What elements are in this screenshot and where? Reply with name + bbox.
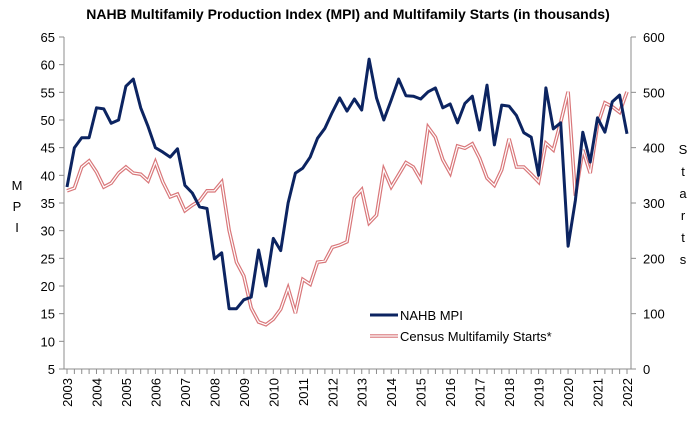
x-axis-tick-label: 2006 <box>148 378 163 407</box>
right-axis-tick-label: 500 <box>643 85 665 100</box>
right-y-axis: 0 100 200 300 400 500 600 <box>630 30 665 377</box>
right-axis-title: Starts <box>679 142 688 267</box>
right-axis-title-letter: S <box>679 142 688 157</box>
right-axis-tick-label: 300 <box>643 196 665 211</box>
left-axis-title-letter: M <box>12 178 23 193</box>
x-axis-tick-label: 2018 <box>502 378 517 407</box>
x-axis-tick-label: 2010 <box>266 378 281 407</box>
x-axis-tick-label: 2020 <box>561 378 576 407</box>
right-axis-tick-label: 400 <box>643 141 665 156</box>
left-axis-title: M P I <box>12 178 23 235</box>
left-axis-tick-label: 25 <box>41 251 55 266</box>
census-starts-line-inner <box>66 91 628 326</box>
left-axis-title-letter: P <box>13 199 22 214</box>
right-axis-title-letter: t <box>681 230 685 245</box>
legend-item-mpi: NAHB MPI <box>370 308 463 323</box>
left-axis-tick-label: 20 <box>41 279 55 294</box>
x-axis-tick-label: 2011 <box>296 378 311 406</box>
left-axis-tick-label: 50 <box>41 113 55 128</box>
x-axis-tick-label: 2009 <box>237 378 252 407</box>
series-census-starts <box>66 91 629 327</box>
right-axis-tick-label: 200 <box>643 251 665 266</box>
x-axis-tick-label: 2005 <box>119 378 134 407</box>
x-axis: 2003 2004 2005 2006 2007 2008 2009 2010 2011 2012… <box>60 368 635 407</box>
left-y-axis: 5 10 15 20 25 30 35 40 45 50 55 60 65 <box>41 30 65 377</box>
left-axis-tick-label: 10 <box>41 334 55 349</box>
chart-title: NAHB Multifamily Production Index (MPI) … <box>86 6 609 22</box>
left-axis-tick-label: 30 <box>41 224 55 239</box>
x-axis-tick-label: 2017 <box>473 378 488 407</box>
left-axis-tick-label: 55 <box>41 85 55 100</box>
x-axis-tick-label: 2013 <box>355 378 370 407</box>
left-axis-tick-label: 5 <box>48 362 55 377</box>
legend-label-starts: Census Multifamily Starts* <box>400 329 552 344</box>
legend-item-starts: Census Multifamily Starts* <box>370 329 552 344</box>
x-axis-tick-label: 2008 <box>207 378 222 407</box>
left-axis-tick-label: 40 <box>41 168 55 183</box>
right-axis-tick-label: 0 <box>643 362 650 377</box>
nahb-mpi-line <box>65 57 629 311</box>
series-nahb-mpi <box>65 57 629 311</box>
legend-label-mpi: NAHB MPI <box>400 308 463 323</box>
left-axis-title-letter: I <box>15 220 19 235</box>
right-axis-title-letter: t <box>681 164 685 179</box>
x-axis-tick-label: 2003 <box>60 378 75 407</box>
left-axis-tick-label: 45 <box>41 141 55 156</box>
x-axis-tick-label: 2016 <box>443 378 458 407</box>
left-axis-tick-label: 35 <box>41 196 55 211</box>
left-axis-tick-label: 60 <box>41 58 55 73</box>
x-axis-tick-label: 2004 <box>89 378 104 407</box>
x-axis-tick-label: 2015 <box>414 378 429 407</box>
x-axis-tick-label: 2014 <box>384 378 399 407</box>
legend: NAHB MPI Census Multifamily Starts* <box>370 308 552 344</box>
x-axis-tick-label: 2022 <box>620 378 635 407</box>
x-axis-tick-label: 2007 <box>178 378 193 407</box>
left-axis-tick-label: 15 <box>41 307 55 322</box>
right-axis-title-letter: s <box>680 252 687 267</box>
x-axis-tick-label: 2019 <box>532 378 547 407</box>
right-axis-tick-label: 600 <box>643 30 665 45</box>
right-axis-title-letter: a <box>679 186 687 201</box>
right-axis-title-letter: r <box>681 208 686 223</box>
right-axis-tick-label: 100 <box>643 307 665 322</box>
plot-area <box>65 57 629 327</box>
x-axis-tick-label: 2012 <box>325 378 340 407</box>
x-axis-tick-label: 2021 <box>591 378 606 407</box>
left-axis-tick-label: 65 <box>41 30 55 45</box>
